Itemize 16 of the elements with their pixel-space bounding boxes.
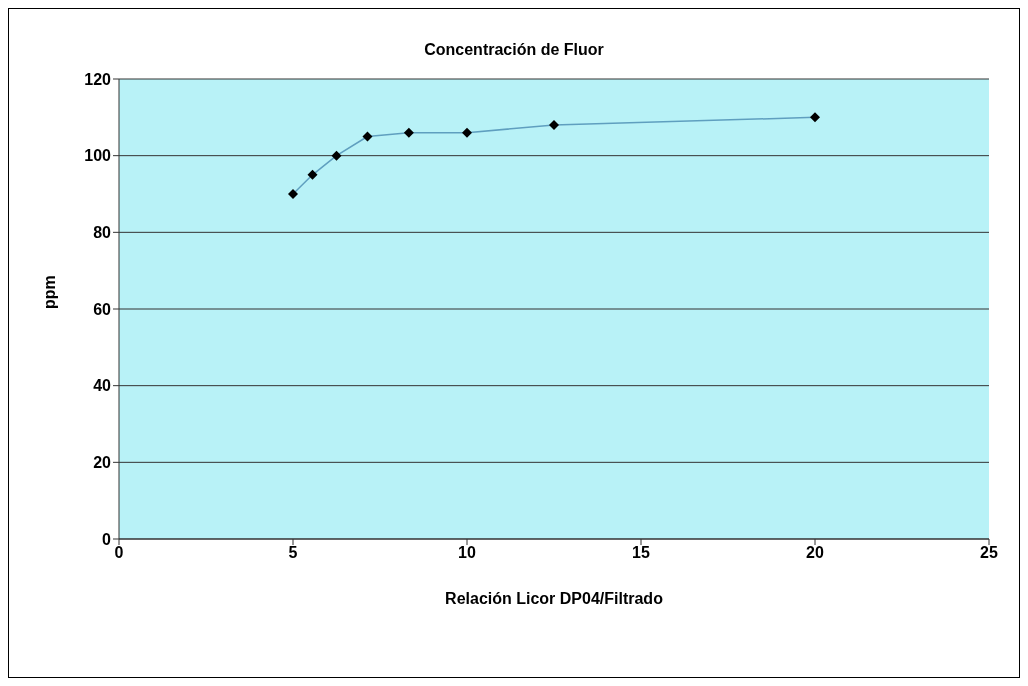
x-axis-title: Relación Licor DP04/Filtrado [445, 590, 664, 607]
y-axis-title: ppm [40, 275, 58, 309]
y-tick-label: 20 [93, 454, 112, 472]
chart-title: Concentración de Fluor [423, 40, 605, 59]
x-tick-label: 10 [458, 544, 476, 562]
y-tick-label: 80 [93, 224, 112, 242]
y-tick-label: 0 [102, 530, 112, 548]
x-tick-label: 15 [632, 544, 650, 562]
y-tick-label: 120 [84, 70, 112, 88]
x-tick-label: 25 [980, 544, 998, 562]
x-tick-label: 20 [806, 544, 824, 562]
y-tick-label: 40 [93, 377, 112, 395]
y-tick-label: 60 [93, 300, 112, 318]
x-tick-label: 0 [114, 544, 124, 562]
y-tick-label: 100 [84, 147, 112, 165]
x-tick-label: 5 [288, 544, 298, 562]
